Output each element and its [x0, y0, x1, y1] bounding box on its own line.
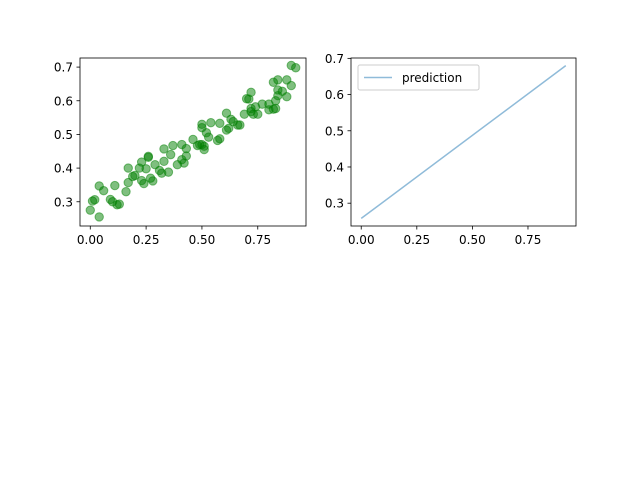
scatter-point [159, 156, 169, 167]
scatter-point [110, 180, 120, 191]
legend: prediction [357, 64, 480, 91]
scatter-point [273, 75, 283, 85]
scatter-point [98, 185, 109, 196]
x-tick-label: 0.00 [77, 233, 104, 247]
scatter-point [163, 167, 174, 177]
scatter-point [181, 143, 192, 154]
scatter-point [165, 149, 176, 160]
scatter-point [114, 199, 125, 209]
scatter-point [139, 178, 149, 189]
legend-box [357, 64, 480, 91]
x-tick-label: 0.25 [403, 233, 430, 247]
scatter-point [121, 186, 131, 197]
scatter-point [282, 92, 292, 102]
y-tick-label: 0.3 [54, 195, 73, 209]
y-tick-label: 0.5 [54, 128, 73, 142]
x-tick-label: 0.00 [348, 233, 375, 247]
scatter-point [159, 144, 169, 154]
scatter-point [143, 151, 154, 162]
series-line-prediction [360, 64, 567, 220]
scatter-point [141, 164, 151, 174]
y-tick-label: 0.6 [325, 88, 344, 102]
scatter-point [94, 212, 104, 222]
scatter-point [286, 80, 296, 91]
scatter-point [130, 170, 140, 181]
scatter-point [224, 123, 234, 134]
y-tick-label: 0.7 [325, 52, 344, 66]
y-tick-label: 0.7 [54, 61, 73, 75]
x-tick-label: 0.75 [244, 233, 271, 247]
axes-frame [350, 57, 577, 227]
y-tick-label: 0.4 [54, 162, 73, 176]
axes-frame [79, 57, 307, 227]
scatter-point [235, 120, 245, 130]
scatter-point [199, 141, 209, 151]
scatter-point [90, 195, 100, 205]
scatter-chart: 0.00 0.25 0.50 0.75 0.3 0.4 0.5 0.6 0.7 [54, 57, 307, 247]
legend-label: prediction [402, 71, 462, 85]
scatter-point [168, 140, 178, 151]
x-tick-label: 0.25 [133, 233, 160, 247]
scatter-point [270, 103, 281, 114]
scatter-point [197, 119, 207, 130]
scatter-point [215, 134, 225, 144]
scatter-point [206, 117, 216, 128]
scatter-point [123, 163, 133, 173]
scatter-point [246, 87, 256, 98]
x-tick-label: 0.75 [515, 233, 542, 247]
scatter-point [253, 109, 263, 119]
scatter-point [85, 205, 95, 215]
y-tick-label: 0.4 [325, 160, 344, 174]
y-tick-label: 0.3 [325, 197, 344, 211]
y-tick-label: 0.6 [54, 94, 73, 108]
scatter-point [215, 118, 225, 129]
scatter-point [136, 157, 147, 167]
scatter-point [203, 132, 214, 142]
scatter-point [291, 63, 301, 73]
x-tick-label: 0.50 [189, 233, 216, 247]
scatter-point [148, 176, 158, 186]
x-tick-label: 0.50 [459, 233, 486, 247]
prediction-line-chart: 0.00 0.25 0.50 0.75 0.3 0.4 0.5 0.6 0.7 predictio… [325, 52, 577, 247]
y-tick-label: 0.5 [325, 124, 344, 138]
